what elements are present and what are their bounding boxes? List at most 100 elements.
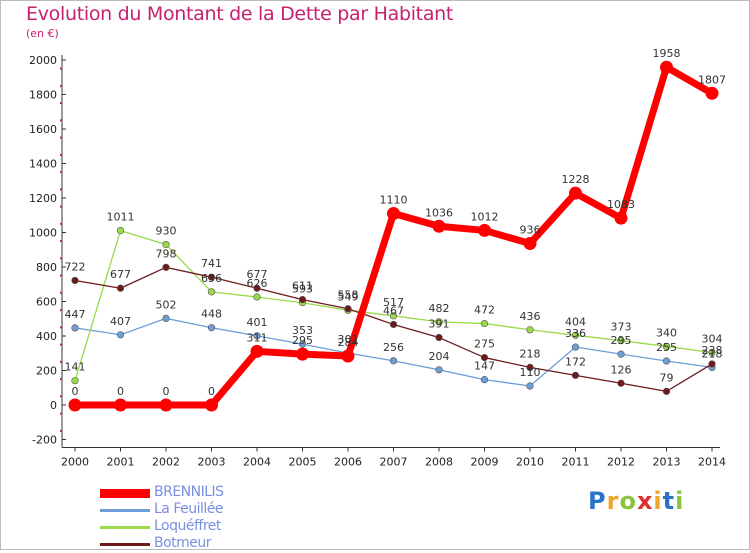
data-label: 930 <box>156 225 177 238</box>
data-label: 336 <box>565 327 586 340</box>
y-tick-label: 600 <box>36 296 57 309</box>
series-0-point <box>523 237 537 251</box>
data-label: 401 <box>247 316 268 329</box>
data-label: 295 <box>611 334 632 347</box>
x-tick-label: 2013 <box>653 456 681 469</box>
series-2-point <box>162 240 170 249</box>
data-label: 549 <box>338 290 359 303</box>
data-label: 275 <box>474 338 495 351</box>
y-tick-label: -200 <box>32 434 57 447</box>
x-tick-label: 2009 <box>471 456 499 469</box>
series-2-point <box>389 312 398 320</box>
data-label: 741 <box>201 257 222 270</box>
y-tick-label: 800 <box>36 261 57 274</box>
y-minor-tick <box>60 257 62 260</box>
y-minor-tick <box>60 119 62 122</box>
data-label: 656 <box>201 272 222 285</box>
x-tick-label: 2012 <box>607 456 635 469</box>
data-label: 482 <box>429 302 450 315</box>
logo-letter: i <box>675 487 685 515</box>
series-3-point <box>526 363 534 371</box>
data-label: 0 <box>163 385 170 398</box>
y-minor-tick <box>60 67 62 70</box>
series-0-point <box>159 398 173 412</box>
data-label: 172 <box>565 355 586 368</box>
logo-letter: x <box>636 487 654 515</box>
legend-label: Loquéffret <box>154 518 221 534</box>
y-minor-tick <box>60 429 62 432</box>
y-minor-tick <box>60 291 62 294</box>
x-tick-label: 2002 <box>152 456 180 469</box>
x-tick-label: 2005 <box>289 456 317 469</box>
data-label: 79 <box>660 371 674 384</box>
data-label: 353 <box>292 324 313 337</box>
legend-swatch <box>100 509 150 512</box>
x-tick-label: 2000 <box>61 456 89 469</box>
data-label: 502 <box>156 298 177 311</box>
series-0-point <box>478 223 491 237</box>
data-label: 126 <box>611 363 632 376</box>
series-3-point <box>708 360 716 368</box>
data-label: 238 <box>702 344 723 357</box>
data-label: 1083 <box>607 198 635 211</box>
data-label: 391 <box>429 318 450 331</box>
data-label: 593 <box>292 283 313 296</box>
series-2-point <box>662 342 671 350</box>
y-minor-tick <box>60 309 62 312</box>
data-label: 722 <box>65 260 86 273</box>
series-0-point <box>250 344 264 358</box>
series-3-point <box>71 276 79 285</box>
data-label: 677 <box>247 268 268 281</box>
data-label: 311 <box>247 331 268 344</box>
data-label: 467 <box>383 304 404 317</box>
data-label: 0 <box>208 385 215 398</box>
y-minor-tick <box>60 378 62 381</box>
series-3-point <box>617 379 625 387</box>
logo-letter: t <box>662 487 676 515</box>
series-2-point <box>708 348 716 357</box>
series-3-point <box>662 387 671 395</box>
data-label: 340 <box>656 326 677 339</box>
data-label: 1958 <box>653 47 681 60</box>
series-1-point <box>253 332 261 340</box>
series-1-point <box>617 350 625 358</box>
series-2-point <box>71 377 79 385</box>
x-tick-label: 2003 <box>198 456 226 469</box>
data-label: 0 <box>117 385 124 398</box>
data-label: 798 <box>156 247 177 260</box>
data-label: 256 <box>383 341 404 354</box>
y-tick-label: 0 <box>50 399 57 412</box>
y-minor-tick <box>60 343 62 346</box>
series-3-point <box>116 284 125 292</box>
y-minor-tick <box>60 395 62 398</box>
series-2-point <box>116 227 125 235</box>
series-1-point <box>662 357 671 365</box>
data-label: 1012 <box>471 210 499 223</box>
data-label: 404 <box>565 315 586 328</box>
data-label: 558 <box>338 289 359 302</box>
data-label: 472 <box>474 304 495 317</box>
series-0-point <box>705 86 719 100</box>
series-1-point <box>298 340 307 348</box>
series-0-point <box>68 398 82 412</box>
data-label: 626 <box>247 277 268 290</box>
data-label: 255 <box>656 341 677 354</box>
y-minor-tick <box>60 412 62 415</box>
data-label: 1228 <box>562 173 590 186</box>
series-2-point <box>207 288 216 296</box>
legend-swatch <box>100 526 150 529</box>
x-tick-label: 2008 <box>425 456 453 469</box>
series-2-point <box>435 318 443 326</box>
y-minor-tick <box>60 84 62 87</box>
data-label: 295 <box>292 334 313 347</box>
y-minor-tick <box>60 205 62 208</box>
x-tick-label: 2010 <box>516 456 544 469</box>
y-tick-label: 400 <box>36 330 57 343</box>
data-label: 407 <box>110 315 131 328</box>
data-label: 284 <box>338 336 359 349</box>
legend-swatch <box>100 489 150 498</box>
x-tick-label: 2007 <box>380 456 408 469</box>
x-tick-label: 2014 <box>698 456 726 469</box>
x-tick-label: 2001 <box>107 456 135 469</box>
